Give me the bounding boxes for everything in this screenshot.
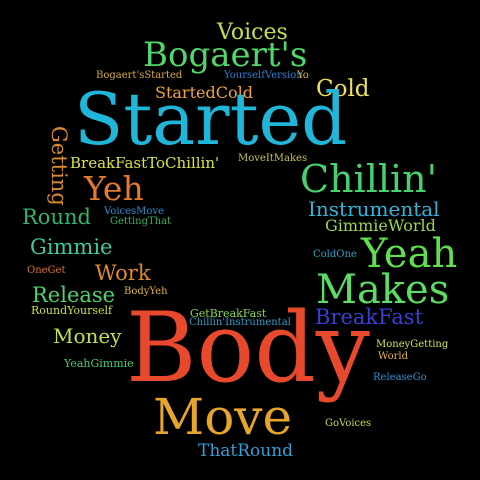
word-world: World [378,351,408,362]
word-bogaerts: Bogaert's [143,35,308,75]
word-startedcold: StartedCold [155,83,253,102]
word-breakfast: BreakFast [315,305,424,329]
word-breakfasttochillin: BreakFastToChillin' [70,154,220,172]
word-yeah: Yeah [361,231,458,277]
word-cold: Cold [316,76,370,102]
word-roundyourself: RoundYourself [31,304,113,317]
word-gimmie: Gimmie [30,235,113,259]
word-started: Started [74,77,348,161]
word-yourselfversion: YourselfVersion [224,70,303,81]
word-yeh: Yeh [84,169,144,208]
word-release: Release [32,283,116,307]
word-moveitmakes: MoveItMakes [238,153,308,164]
word-makes: Makes [316,267,450,313]
word-voices: Voices [217,20,288,45]
word-yeahgimmie: YeahGimmie [64,357,134,370]
word-moneygetting: MoneyGetting [376,339,449,350]
word-oneget: OneGet [27,265,66,276]
word-coldone: ColdOne [313,249,357,260]
word-chillin: Chillin' [300,157,438,201]
word-round: Round [22,205,91,229]
word-gimmieworld: GimmieWorld [325,216,436,235]
word-gettingthat: GettingThat [110,216,172,227]
word-body: Body [126,292,371,404]
word-yo: Yo [297,70,309,81]
word-govoices: GoVoices [325,418,372,429]
word-getting: Getting [47,126,71,206]
word-work: Work [95,261,151,285]
word-instrumental: Instrumental [308,197,440,221]
word-money: Money [53,324,122,348]
word-move: Move [153,388,293,446]
word-chillininstrumental: Chillin'Instrumental [189,317,291,328]
word-bogaertsstarted: Bogaert'sStarted [96,70,183,81]
word-getbreakfast: GetBreakFast [190,307,267,320]
word-releasego: ReleaseGo [373,372,427,383]
word-bodyyeh: BodyYeh [124,286,168,297]
word-voicesmove: VoicesMove [104,206,164,217]
word-thatround: ThatRound [198,441,294,461]
